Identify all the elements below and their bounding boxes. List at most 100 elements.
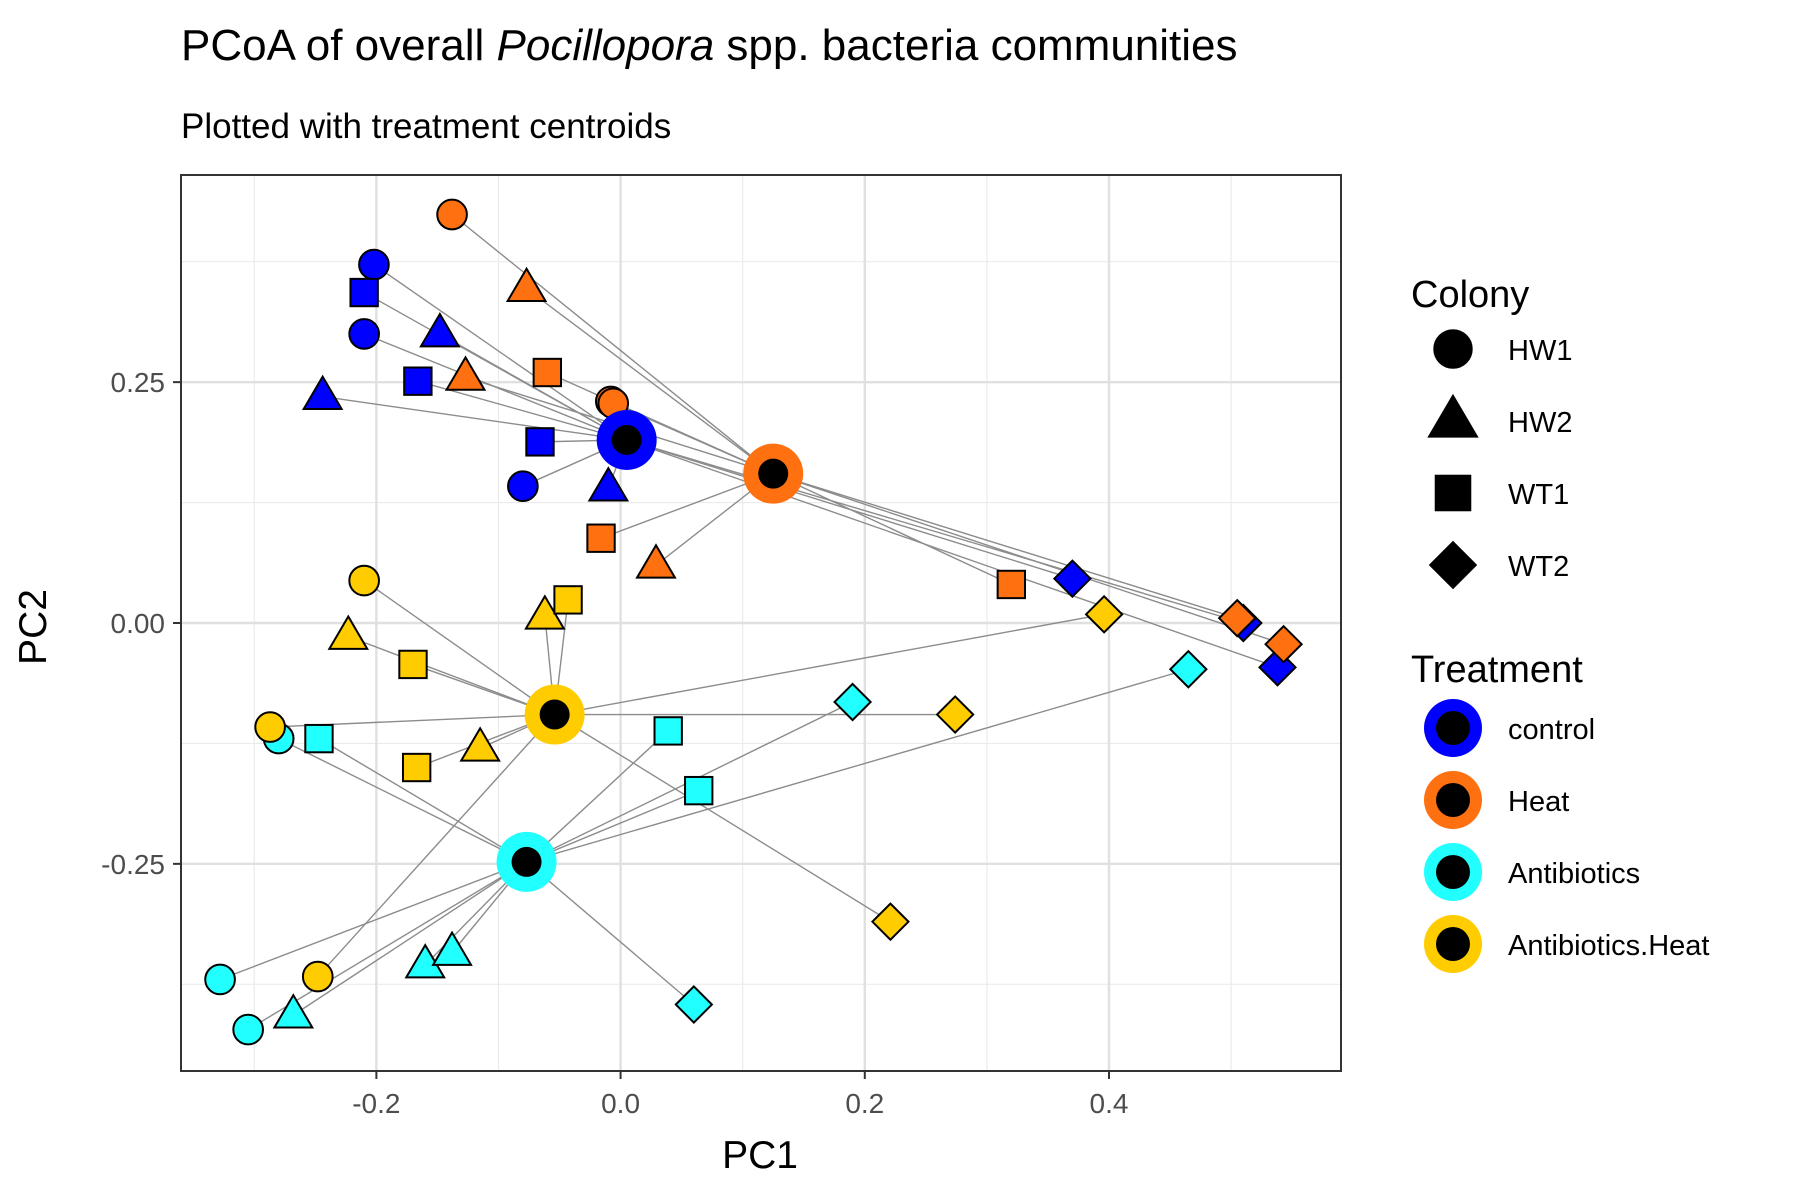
centroid-connector (600, 473, 774, 539)
centroid-connector (772, 473, 1284, 645)
centroid-connector (219, 861, 527, 981)
data-point (232, 1013, 264, 1046)
x-tick-label: 0.0 (601, 1088, 640, 1119)
centroid-connector (547, 371, 774, 475)
data-point (349, 277, 379, 308)
centroid-connector (417, 380, 627, 441)
data-point (833, 682, 873, 722)
x-axis-title: PC1 (722, 1134, 798, 1177)
centroid-connector (317, 714, 556, 978)
data-point (254, 711, 286, 743)
x-tick-label: -0.2 (352, 1088, 400, 1119)
data-point (525, 427, 555, 457)
y-tick-label: 0.00 (111, 608, 166, 639)
centroid-connector (554, 613, 1105, 716)
data-point (419, 312, 461, 348)
data-point (870, 902, 910, 942)
data-point (358, 248, 390, 281)
data-point (1264, 624, 1304, 664)
data-point (301, 374, 344, 410)
centroid-connector (526, 730, 669, 863)
treatment-legend-core (1436, 711, 1470, 745)
centroid-connector (373, 264, 628, 441)
data-point (505, 266, 548, 303)
centroid-core (511, 846, 542, 877)
centroid-core (611, 424, 642, 455)
data-point (436, 198, 468, 231)
data-point (587, 466, 630, 502)
centroid-marker (596, 409, 657, 470)
data-point (401, 752, 432, 783)
chart-title: PCoA of overall Pocillopora spp. bacteri… (181, 21, 1238, 70)
centroid-connector (526, 789, 699, 863)
centroid-connector (278, 737, 527, 863)
centroid-connector (526, 288, 774, 475)
centroid-marker (524, 684, 585, 745)
centroid-connector (348, 635, 555, 716)
data-point (674, 985, 714, 1024)
data-point (348, 564, 380, 597)
colony-legend: Colony HW1 HW2 WT1 WT2 (1411, 274, 1572, 590)
centroid-connector (526, 861, 695, 1006)
chart-subtitle: Plotted with treatment centroids (181, 107, 671, 146)
data-point (653, 716, 683, 746)
centroid-connector (526, 668, 1189, 863)
data-point (553, 585, 583, 615)
legend-key-circle (1433, 329, 1473, 369)
y-tick-label: -0.25 (101, 849, 165, 880)
data-point (301, 960, 334, 993)
centroid-core (758, 458, 789, 489)
chart-title-prefix: PCoA of overall (181, 21, 497, 70)
centroid-connector (318, 738, 527, 863)
data-point (1084, 594, 1124, 634)
treatment-legend-core (1436, 783, 1470, 817)
data-point (935, 695, 975, 734)
data-point (586, 523, 616, 553)
colony-legend-label: HW2 (1508, 407, 1572, 439)
legend-key-square (1434, 474, 1472, 512)
colony-legend-label: WT2 (1508, 551, 1569, 583)
data-point (1052, 559, 1092, 599)
data-point (398, 649, 428, 680)
treatment-legend: Treatment control Heat Antibiotics Antibiot… (1411, 649, 1710, 973)
data-point (272, 993, 315, 1029)
centroid-connector (773, 472, 1238, 619)
y-tick-label: 0.25 (111, 367, 166, 398)
centroid-connector (626, 439, 1278, 668)
chart-title-italic: Pocillopora (497, 21, 715, 70)
centroid-connector-lines (219, 213, 1284, 1031)
treatment-legend-core (1436, 855, 1470, 889)
data-point (996, 569, 1026, 600)
treatment-centroids (496, 409, 804, 892)
treatment-legend-label: Antibiotics (1508, 858, 1640, 890)
centroid-connector (554, 713, 891, 923)
data-point (444, 355, 487, 391)
centroid-connector (363, 580, 556, 716)
treatment-legend-title: Treatment (1411, 649, 1583, 691)
data-point (431, 930, 473, 966)
x-tick-label: 0.2 (845, 1088, 884, 1119)
x-tick-label: 0.4 (1090, 1088, 1129, 1119)
data-point (403, 366, 433, 396)
centroid-marker (496, 831, 557, 892)
data-point (1168, 649, 1208, 689)
data-point (1217, 598, 1257, 638)
legend-key-triangle (1427, 393, 1479, 438)
centroid-core (539, 699, 570, 730)
x-axis-ticks: -0.2 0.0 0.2 0.4 (352, 1071, 1128, 1119)
data-point (635, 543, 677, 579)
chart-title-suffix: spp. bacteria communities (714, 21, 1237, 70)
centroid-connector (626, 439, 1244, 624)
centroid-marker (743, 443, 804, 504)
data-point (348, 318, 380, 350)
data-point (507, 470, 539, 503)
data-point (532, 357, 562, 388)
y-axis-ticks: -0.25 0.00 0.25 (101, 367, 181, 880)
colony-legend-label: WT1 (1508, 479, 1569, 511)
treatment-legend-core (1436, 927, 1470, 961)
centroid-connector (322, 395, 627, 441)
centroid-connector (772, 473, 1012, 586)
centroid-connector (292, 861, 527, 1016)
centroid-connector (363, 291, 628, 441)
data-point (459, 726, 501, 762)
